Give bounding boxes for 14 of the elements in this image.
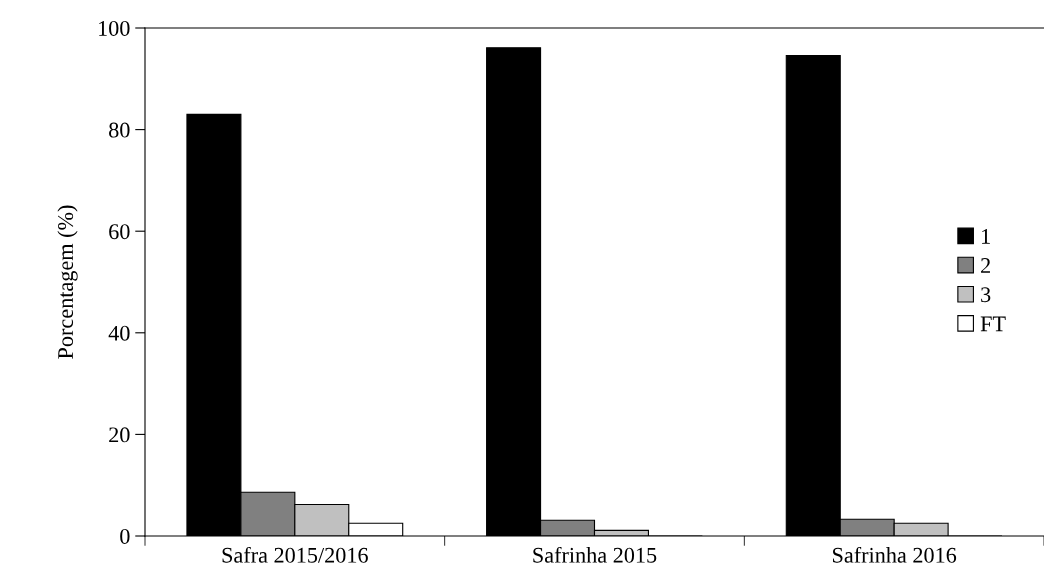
x-tick-label: Safra 2015/2016 — [222, 546, 368, 563]
x-tick-label: Safrinha 2016 — [833, 546, 957, 563]
y-tick-label: 0 — [120, 528, 130, 544]
legend-label: FT — [980, 316, 1006, 332]
y-tick-label: 20 — [109, 427, 130, 443]
y-axis-title: Porcentagem (%) — [57, 205, 78, 359]
legend-label: 3 — [981, 287, 991, 303]
legend-label: 2 — [981, 258, 990, 273]
y-tick-label: 80 — [109, 122, 130, 138]
legend-label: 1 — [982, 228, 990, 244]
x-tick-label: Safrinha 2015 — [533, 546, 657, 563]
y-tick-label: 100 — [99, 20, 130, 36]
y-tick-label: 40 — [108, 325, 130, 341]
y-tick-label: 60 — [109, 224, 130, 240]
